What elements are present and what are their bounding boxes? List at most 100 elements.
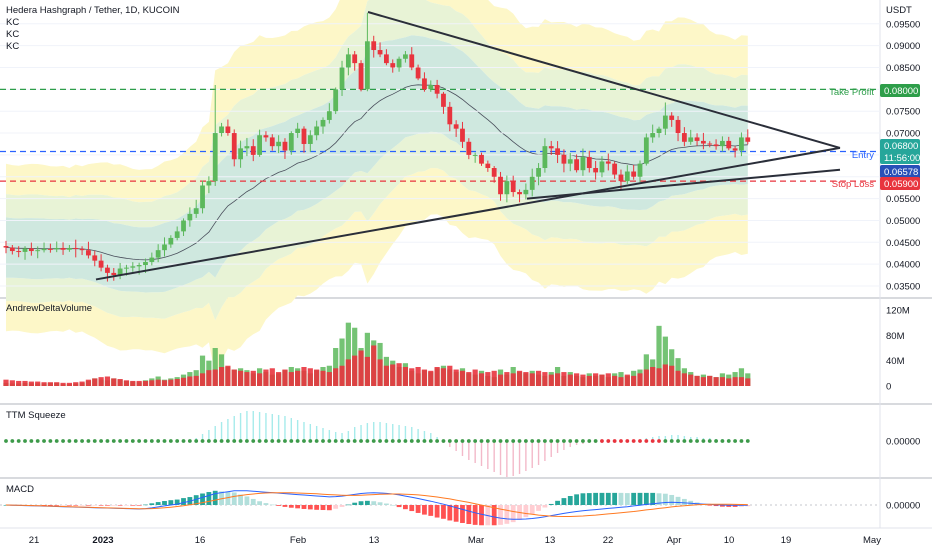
candle-body[interactable] — [390, 63, 396, 68]
candle-body[interactable] — [35, 250, 41, 252]
candle-body[interactable] — [60, 247, 66, 250]
candle-body[interactable] — [3, 246, 9, 248]
candles[interactable] — [3, 12, 751, 282]
candle-body[interactable] — [517, 192, 522, 195]
candle-body[interactable] — [739, 137, 744, 151]
candle-body[interactable] — [726, 140, 732, 149]
candle-body[interactable] — [466, 141, 472, 155]
candle-body[interactable] — [47, 248, 53, 250]
candle-body[interactable] — [22, 248, 28, 252]
candle-body[interactable] — [301, 128, 307, 144]
candle-body[interactable] — [105, 267, 110, 273]
candle-body[interactable] — [460, 128, 465, 142]
candle-body[interactable] — [98, 260, 104, 268]
candle-body[interactable] — [510, 181, 516, 193]
candle-body[interactable] — [688, 137, 694, 142]
candle-body[interactable] — [244, 146, 250, 149]
candle-body[interactable] — [225, 126, 231, 134]
candle-body[interactable] — [130, 266, 136, 268]
candle-body[interactable] — [276, 141, 282, 147]
candle-body[interactable] — [187, 213, 193, 221]
trendline[interactable] — [95, 146, 841, 281]
candle-body[interactable] — [282, 141, 288, 151]
candle-body[interactable] — [434, 84, 440, 94]
candle-body[interactable] — [447, 106, 453, 125]
candle-body[interactable] — [314, 126, 320, 136]
candle-body[interactable] — [498, 176, 503, 195]
candle-body[interactable] — [491, 168, 497, 177]
candle-body[interactable] — [403, 54, 408, 59]
candle-body[interactable] — [200, 185, 205, 209]
candle-body[interactable] — [326, 111, 332, 120]
candle-body[interactable] — [295, 128, 301, 134]
candle-body[interactable] — [345, 54, 351, 68]
candle-body[interactable] — [257, 135, 262, 155]
candle-body[interactable] — [219, 126, 224, 134]
candle-body[interactable] — [288, 133, 294, 151]
candle-body[interactable] — [67, 247, 72, 250]
candle-body[interactable] — [580, 157, 586, 171]
candle-body[interactable] — [54, 247, 60, 250]
candle-body[interactable] — [358, 63, 364, 90]
candle-body[interactable] — [371, 41, 377, 51]
candle-body[interactable] — [206, 181, 212, 186]
candle-body[interactable] — [574, 159, 579, 171]
candle-body[interactable] — [231, 133, 237, 160]
candle-body[interactable] — [504, 181, 510, 195]
candle-body[interactable] — [428, 84, 434, 90]
candle-body[interactable] — [16, 251, 22, 253]
candle-body[interactable] — [111, 272, 117, 276]
candle-body[interactable] — [593, 168, 599, 173]
candle-body[interactable] — [732, 148, 738, 151]
candle-body[interactable] — [28, 248, 34, 252]
candle-body[interactable] — [624, 171, 630, 182]
candle-body[interactable] — [396, 58, 402, 68]
candle-body[interactable] — [92, 255, 98, 261]
candle-body[interactable] — [9, 247, 15, 252]
candle-body[interactable] — [162, 244, 167, 251]
candle-body[interactable] — [650, 133, 656, 138]
candle-body[interactable] — [536, 168, 541, 177]
candle-body[interactable] — [662, 115, 668, 129]
candle-body[interactable] — [117, 268, 123, 276]
candle-body[interactable] — [377, 50, 383, 55]
candle-body[interactable] — [136, 265, 142, 267]
candle-body[interactable] — [612, 163, 618, 175]
candle-body[interactable] — [124, 267, 129, 269]
candle-body[interactable] — [263, 135, 269, 138]
trendline[interactable] — [526, 168, 841, 200]
candle-body[interactable] — [174, 231, 180, 238]
candle-body[interactable] — [409, 54, 415, 68]
candle-body[interactable] — [675, 119, 681, 134]
candle-body[interactable] — [364, 41, 370, 90]
candle-body[interactable] — [586, 157, 592, 169]
candle-body[interactable] — [73, 247, 79, 249]
candle-body[interactable] — [79, 248, 85, 251]
candle-body[interactable] — [320, 119, 326, 127]
candle-body[interactable] — [599, 161, 605, 173]
candle-body[interactable] — [523, 189, 529, 195]
candle-body[interactable] — [143, 261, 148, 266]
candle-body[interactable] — [713, 144, 719, 147]
candle-body[interactable] — [212, 133, 218, 182]
candle-body[interactable] — [333, 89, 339, 112]
candle-body[interactable] — [637, 163, 643, 177]
candle-body[interactable] — [701, 140, 706, 144]
candle-body[interactable] — [384, 54, 389, 64]
candle-body[interactable] — [352, 54, 358, 64]
triangle-trendlines[interactable] — [95, 11, 841, 281]
candle-body[interactable] — [567, 159, 573, 164]
candle-body[interactable] — [694, 137, 700, 141]
candle-body[interactable] — [472, 154, 478, 156]
candle-body[interactable] — [269, 137, 275, 147]
candle-body[interactable] — [669, 115, 675, 120]
candle-body[interactable] — [168, 237, 174, 245]
candle-body[interactable] — [605, 161, 611, 164]
candle-body[interactable] — [561, 154, 567, 164]
candle-body[interactable] — [542, 146, 548, 169]
candle-body[interactable] — [339, 67, 345, 90]
candle-body[interactable] — [707, 143, 713, 145]
candle-body[interactable] — [631, 171, 637, 177]
candle-body[interactable] — [181, 220, 186, 232]
